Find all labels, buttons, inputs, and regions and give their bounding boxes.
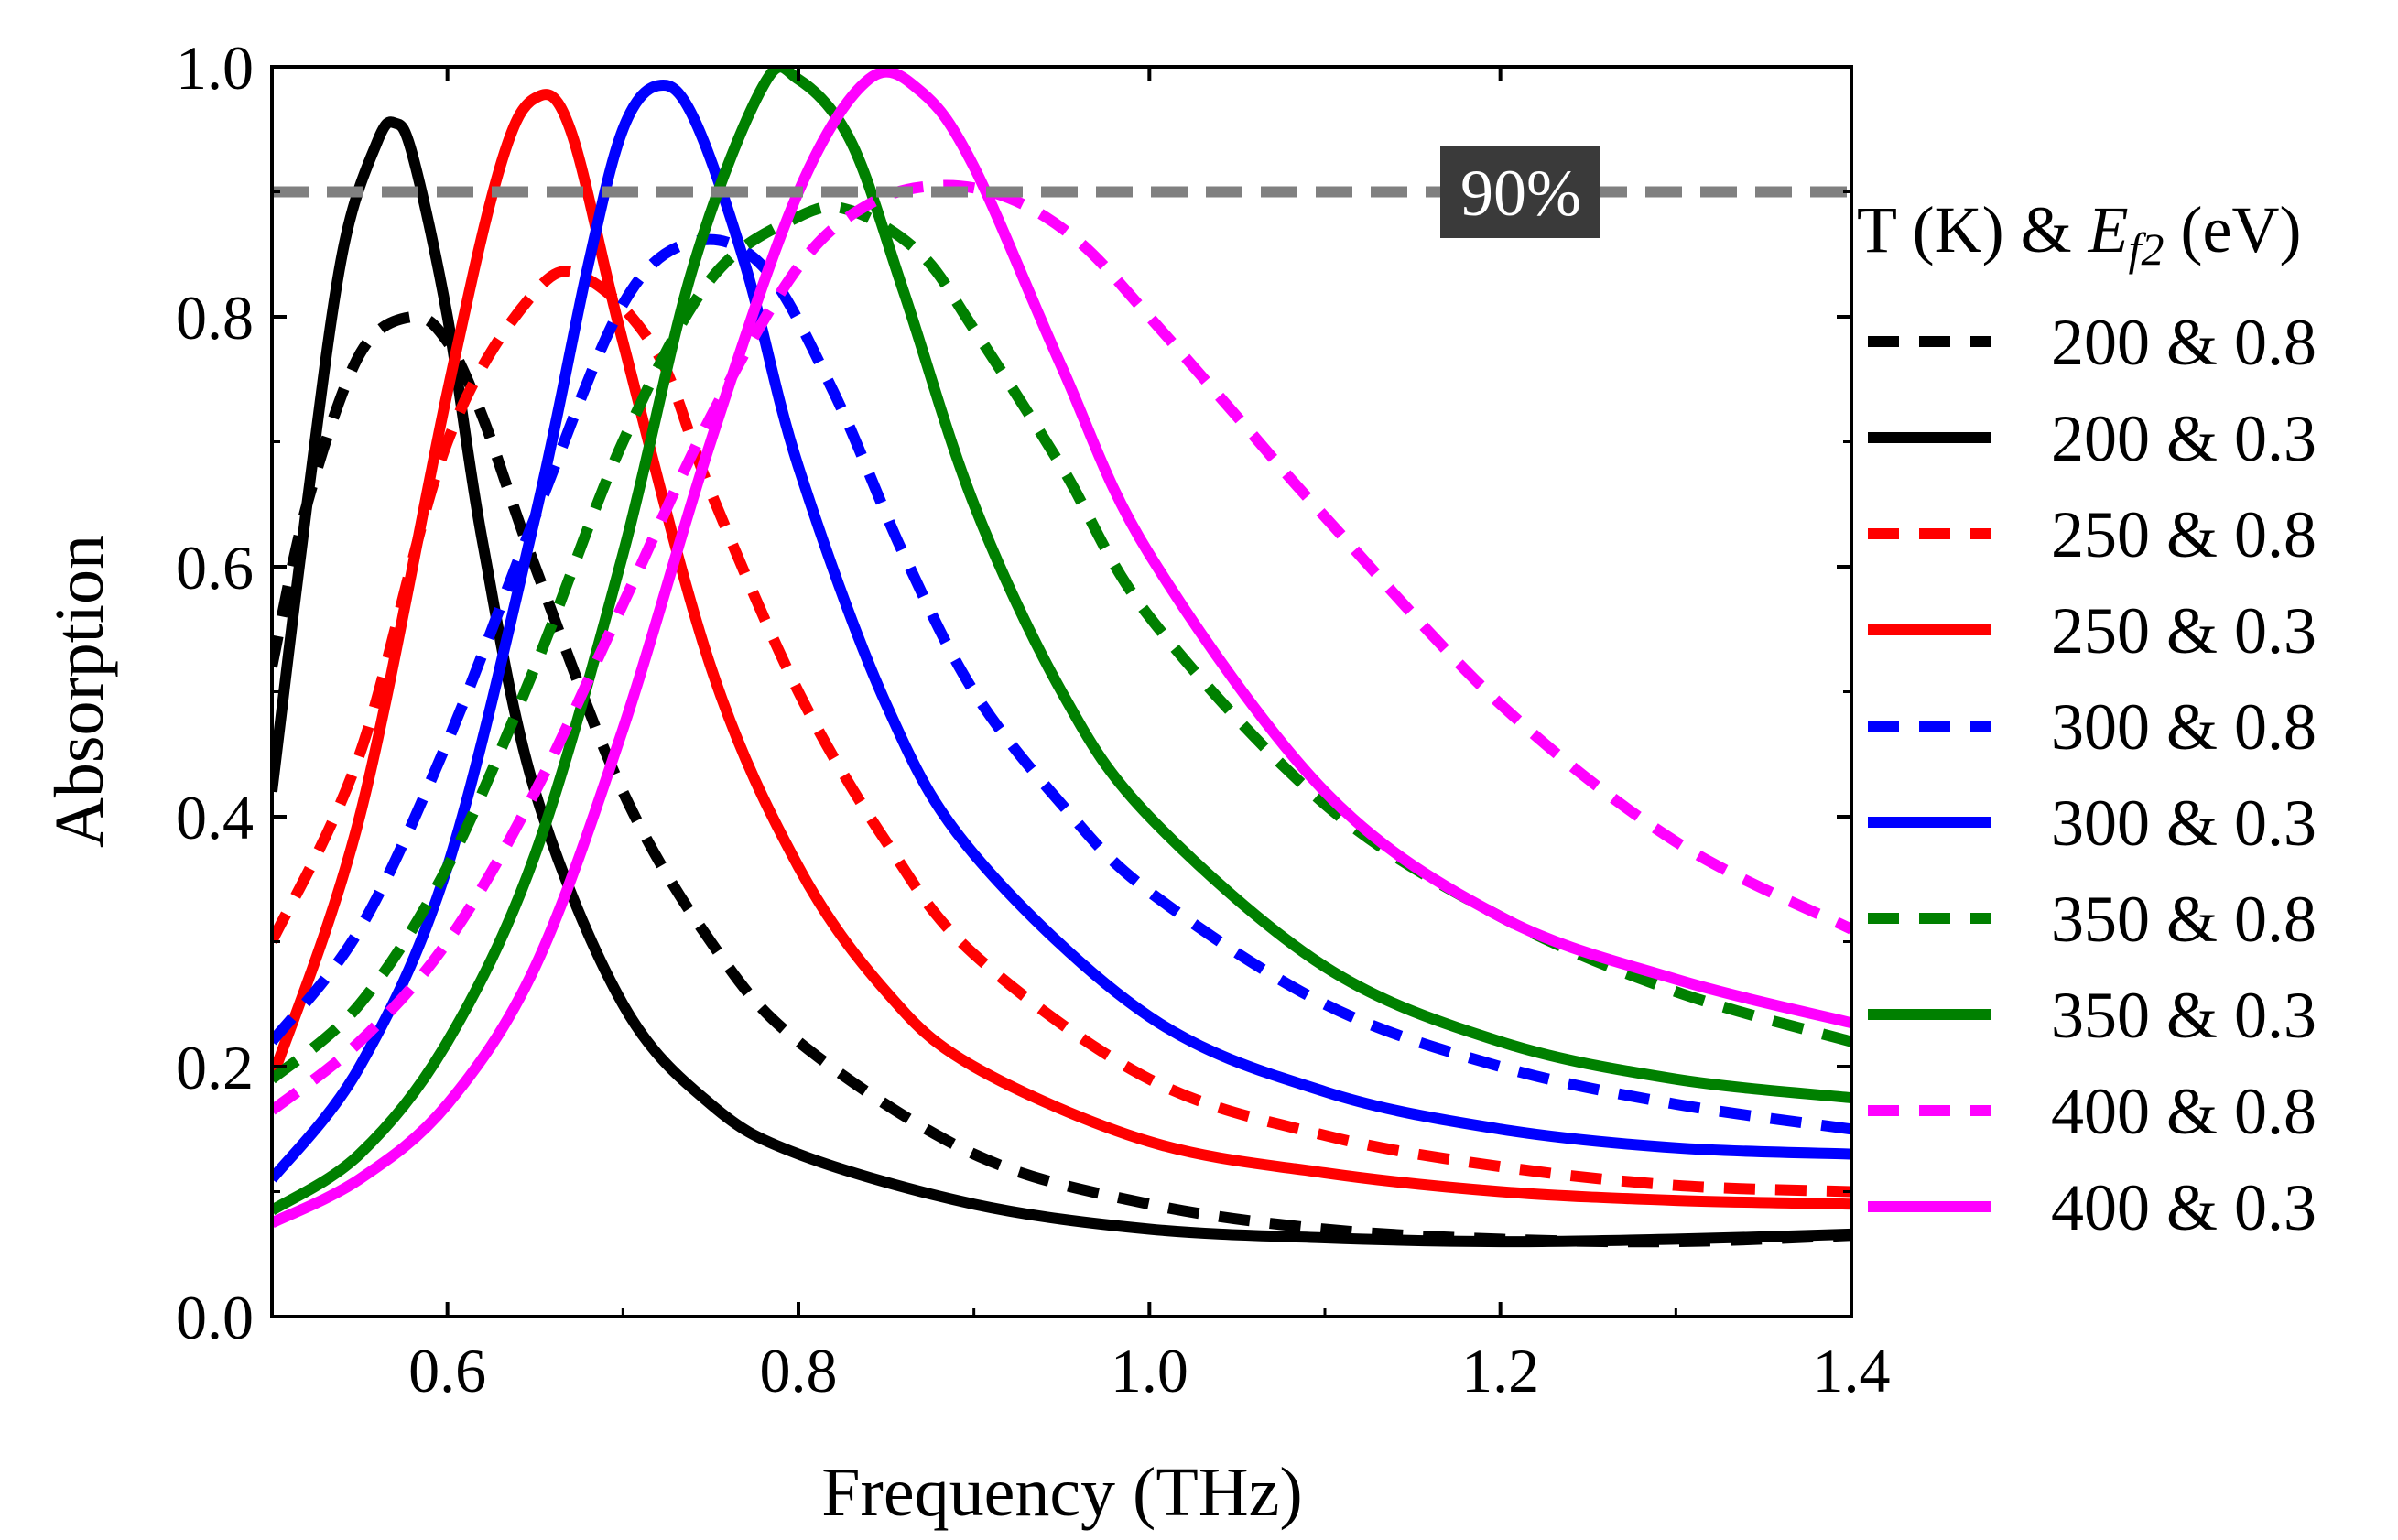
series-line-3 [272,266,1851,1198]
axis-ticks [270,65,1853,1318]
legend-label: 300 & 0.3 [2051,786,2317,860]
legend-title-subscript: f2 [2129,223,2165,275]
y-tick-label: 0.4 [176,783,254,852]
series-line-5 [272,233,1851,1135]
series-line-9 [272,179,1851,1115]
legend-title-prefix: T (K) & [1857,193,2089,266]
legend-label: 400 & 0.3 [2051,1171,2317,1244]
y-tick-label: 0.8 [176,283,254,352]
y-tick-label: 0.2 [176,1033,254,1102]
x-tick-label: 1.0 [1111,1336,1188,1405]
legend-title: T (K) & Ef2 (eV) [1857,193,2301,275]
series-line-4 [272,89,1851,1210]
x-tick-label: 1.2 [1461,1336,1539,1405]
reference-label: 90% [1460,157,1581,230]
plot-lines [272,67,1851,1248]
reference-line-group: 90% [272,146,1851,238]
x-tick-label: 1.4 [1813,1336,1891,1405]
y-tick-label: 0.6 [176,533,254,602]
series-line-10 [272,67,1851,1229]
legend-label: 350 & 0.8 [2051,883,2317,956]
reference-label-box [1440,146,1600,238]
y-axis-label: Absorption [41,535,118,848]
x-tick-label: 0.8 [760,1336,838,1405]
legend-label: 200 & 0.8 [2051,306,2317,379]
legend-label: 400 & 0.8 [2051,1075,2317,1148]
y-tick-label: 0.0 [176,1283,254,1352]
legend-title-suffix: (eV) [2165,193,2302,266]
legend-title-symbol: E [2088,193,2129,266]
x-axis-label: Frequency (THz) [821,1454,1302,1531]
y-tick-label: 1.0 [176,33,254,103]
x-tick-label: 0.6 [408,1336,486,1405]
legend-label: 350 & 0.3 [2051,979,2317,1052]
series-line-8 [272,67,1851,1216]
tick-labels: 0.6 0.8 1.0 1.2 1.4 0.0 0.2 0.4 0.6 0.8 1.0 [176,33,1891,1405]
legend-label: 200 & 0.3 [2051,402,2317,475]
legend-label: 300 & 0.8 [2051,690,2317,764]
legend: 200 & 0.8 200 & 0.3 250 & 0.8 250 & 0.3 300 … [1868,306,2317,1244]
legend-label: 250 & 0.8 [2051,498,2317,571]
legend-label: 250 & 0.3 [2051,594,2317,667]
